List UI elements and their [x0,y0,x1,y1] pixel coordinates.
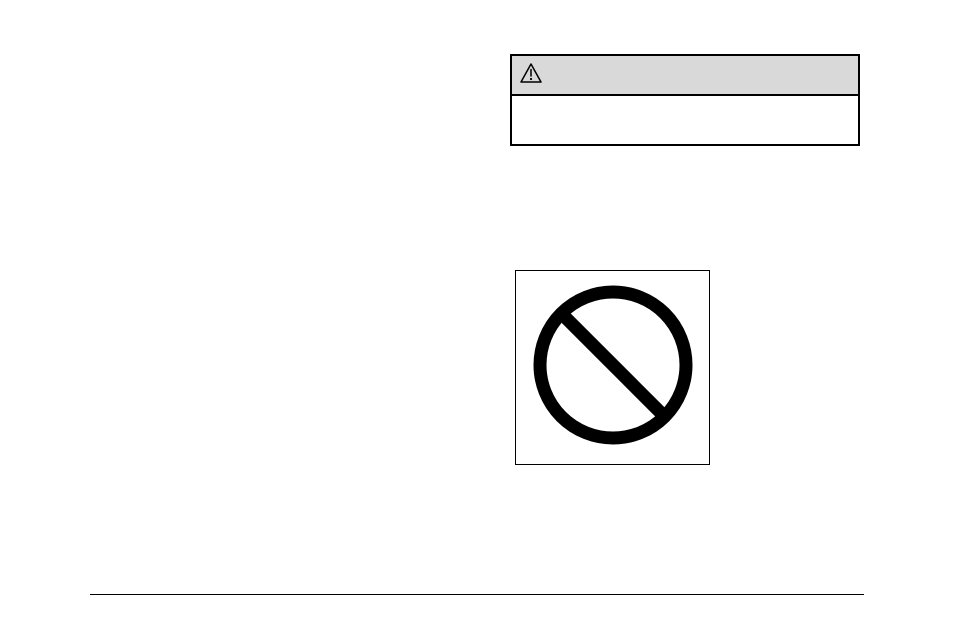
footer-divider [90,594,864,595]
prohibition-icon [528,280,698,455]
warning-box-body [512,96,858,144]
document-page [0,0,954,636]
warning-box [510,54,860,146]
warning-box-header [512,56,858,96]
caution-triangle-icon [520,63,542,88]
prohibition-sign-box [515,270,710,465]
